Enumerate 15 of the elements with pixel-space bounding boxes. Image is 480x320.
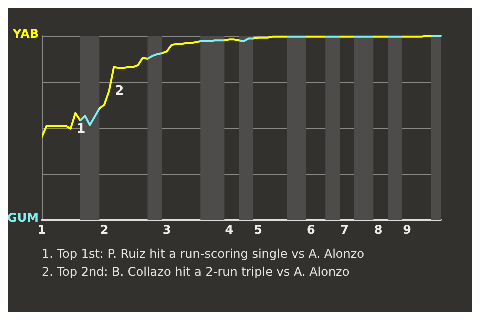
- x-tick-label: 3: [162, 223, 172, 237]
- x-tick-label: 7: [340, 223, 350, 237]
- x-tick-label: 4: [225, 223, 234, 237]
- x-tick-label: 2: [100, 223, 109, 237]
- annotation: 2: [115, 84, 124, 100]
- x-tick-label: 6: [307, 223, 316, 237]
- annotation: 1: [76, 122, 86, 137]
- text: 1. Top 1st: P. Ruiz hit a run-scoring single vs A. Alonzo: [42, 247, 364, 261]
- x-tick-label: 8: [374, 223, 383, 237]
- text: 2. Top 2nd: B. Collazo hit a 2-run triple vs A. Alonzo: [42, 265, 350, 279]
- x-tick-label: 5: [254, 223, 263, 237]
- x-tick-label: 9: [403, 223, 412, 237]
- text: YAB: [12, 27, 40, 41]
- text: GUM: [7, 211, 40, 225]
- x-tick-label: 1: [38, 223, 46, 237]
